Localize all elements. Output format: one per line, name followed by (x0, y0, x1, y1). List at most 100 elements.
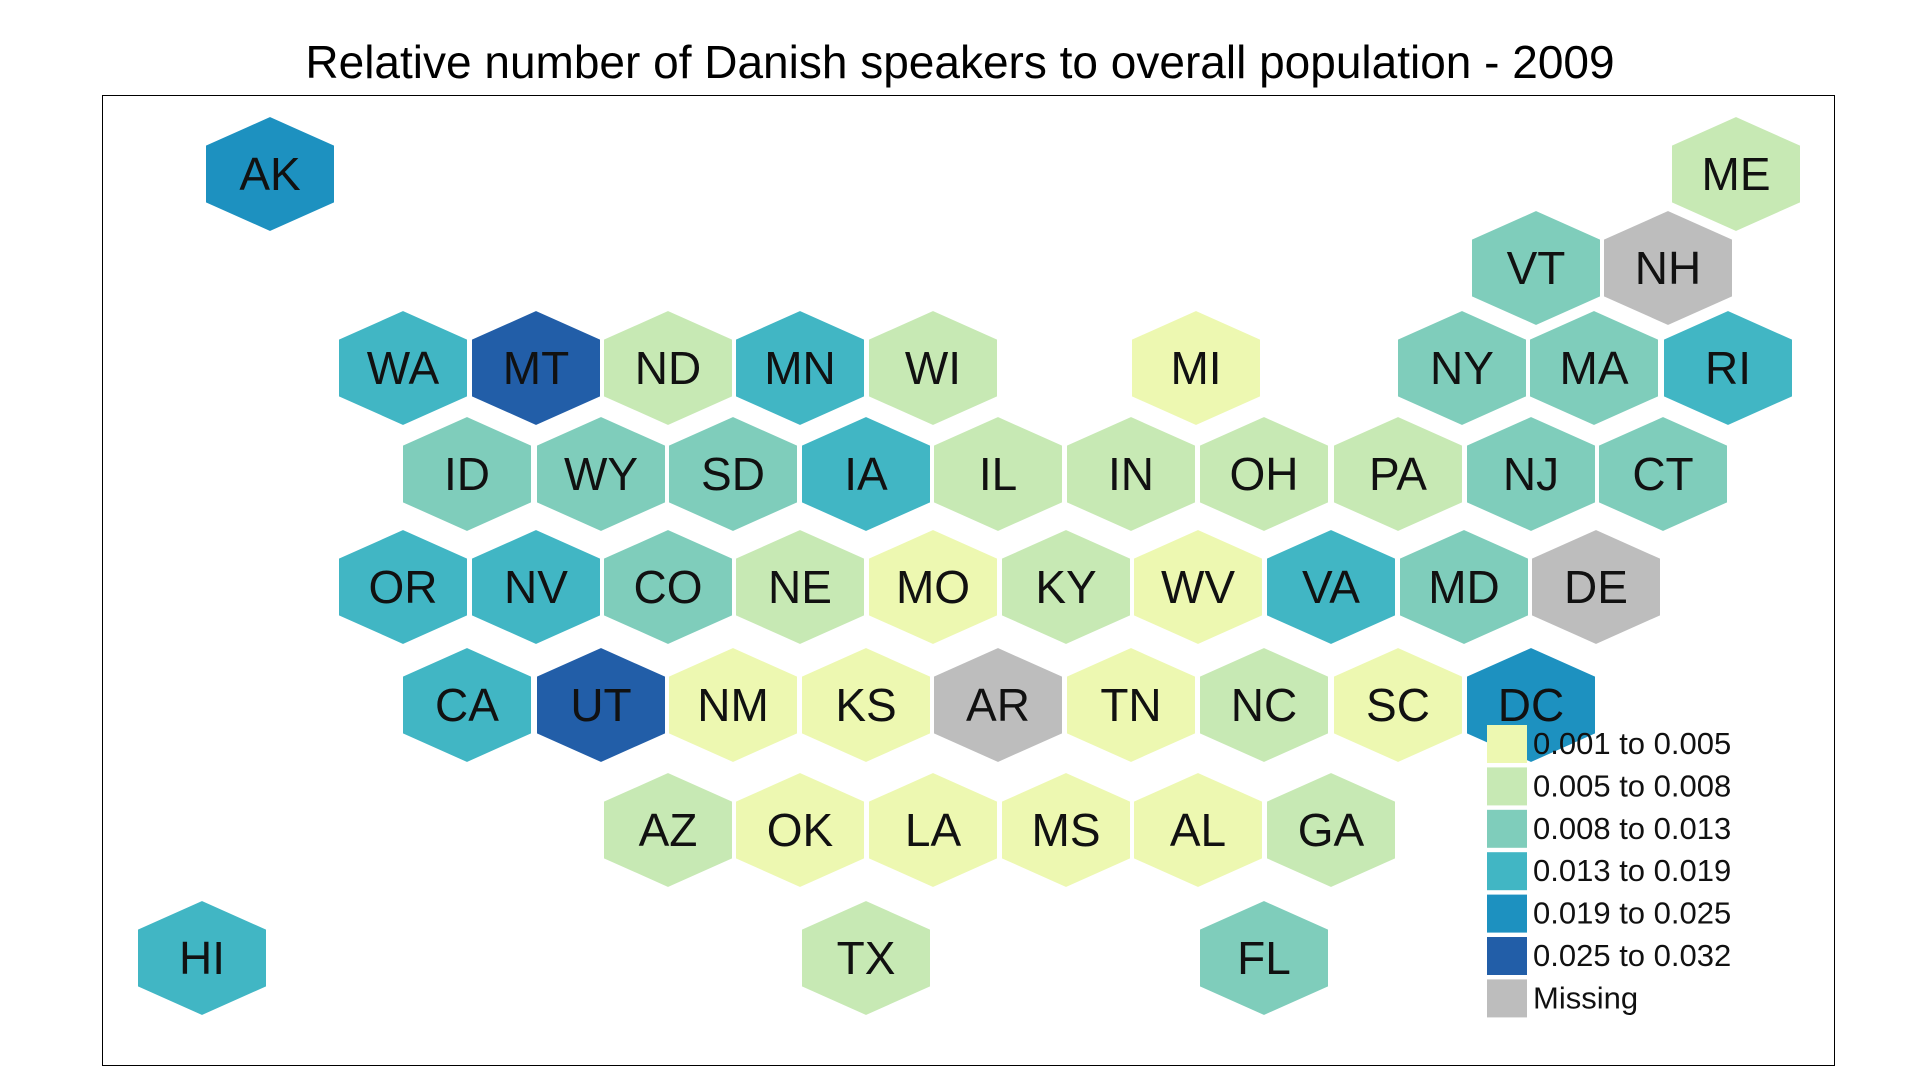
state-hex-tx: TX (800, 898, 932, 1018)
state-label-al: AL (1170, 804, 1226, 856)
legend-swatch (1487, 979, 1527, 1018)
legend-item: Missing (1487, 979, 1638, 1018)
state-hex-shape-il (932, 414, 1064, 534)
state-hex-shape-nc (1198, 645, 1330, 765)
state-hex-ar: AR (932, 645, 1064, 765)
state-hex-ga: GA (1265, 770, 1397, 890)
state-label-dc: DC (1498, 679, 1564, 731)
legend-label: 0.013 to 0.019 (1533, 853, 1731, 888)
state-label-ca: CA (435, 679, 499, 731)
state-hex-md: MD (1398, 527, 1530, 647)
state-hex-shape-oh (1198, 414, 1330, 534)
state-hex-shape-tn (1065, 645, 1197, 765)
legend-label: 0.019 to 0.025 (1533, 896, 1731, 931)
state-label-id: ID (444, 448, 490, 500)
state-hex-ks: KS (800, 645, 932, 765)
legend-item: 0.008 to 0.013 (1487, 809, 1731, 848)
state-label-ga: GA (1298, 804, 1365, 856)
state-label-nd: ND (635, 342, 701, 394)
legend-item: 0.005 to 0.008 (1487, 767, 1731, 806)
state-hex-shape-ct (1597, 414, 1729, 534)
state-label-oh: OH (1230, 448, 1299, 500)
state-hex-nd: ND (602, 308, 734, 428)
state-hex-shape-ne (734, 527, 866, 647)
state-label-ne: NE (768, 561, 832, 613)
legend-label: 0.025 to 0.032 (1533, 938, 1731, 973)
state-hex-shape-mo (867, 527, 999, 647)
state-label-ar: AR (966, 679, 1030, 731)
state-label-ak: AK (239, 148, 301, 200)
state-hex-ny: NY (1396, 308, 1528, 428)
state-hex-shape-id (401, 414, 533, 534)
state-hex-shape-al (1132, 770, 1264, 890)
state-hex-shape-hi (136, 898, 268, 1018)
state-label-nc: NC (1231, 679, 1297, 731)
state-hex-shape-or (337, 527, 469, 647)
state-hex-mt: MT (470, 308, 602, 428)
legend-item: 0.025 to 0.032 (1487, 937, 1731, 975)
state-label-sd: SD (701, 448, 765, 500)
state-hex-ut: UT (535, 645, 667, 765)
state-hex-shape-nd (602, 308, 734, 428)
state-hex-shape-ca (401, 645, 533, 765)
state-label-ia: IA (844, 448, 888, 500)
state-hex-ma: MA (1528, 308, 1660, 428)
state-hex-shape-mi (1130, 308, 1262, 428)
legend-swatch (1487, 894, 1527, 933)
state-hex-shape-de (1530, 527, 1662, 647)
state-label-fl: FL (1237, 932, 1291, 984)
state-label-ct: CT (1632, 448, 1693, 500)
state-hex-ky: KY (1000, 527, 1132, 647)
state-hex-de: DE (1530, 527, 1662, 647)
state-hex-shape-ok (734, 770, 866, 890)
state-hex-wa: WA (337, 308, 469, 428)
state-label-or: OR (369, 561, 438, 613)
legend-item: 0.013 to 0.019 (1487, 852, 1731, 891)
state-label-nv: NV (504, 561, 568, 613)
state-label-mo: MO (896, 561, 970, 613)
state-label-ks: KS (835, 679, 896, 731)
state-hex-shape-in (1065, 414, 1197, 534)
state-label-mi: MI (1170, 342, 1221, 394)
state-label-hi: HI (179, 932, 225, 984)
state-hex-oh: OH (1198, 414, 1330, 534)
state-hex-shape-ga (1265, 770, 1397, 890)
state-hex-shape-ar (932, 645, 1064, 765)
state-label-co: CO (634, 561, 703, 613)
state-label-wv: WV (1161, 561, 1235, 613)
state-hex-shape-nj (1465, 414, 1597, 534)
state-hex-shape-sd (667, 414, 799, 534)
state-hex-shape-ut (535, 645, 667, 765)
state-hex-shape-sc (1332, 645, 1464, 765)
state-hex-ct: CT (1597, 414, 1729, 534)
state-hex-shape-wa (337, 308, 469, 428)
map-panel (102, 95, 1835, 1066)
state-label-de: DE (1564, 561, 1628, 613)
state-hex-shape-ny (1396, 308, 1528, 428)
legend: 0.001 to 0.005 0.005 to 0.008 0.008 to 0.0… (1487, 725, 1731, 1018)
state-hex-ms: MS (1000, 770, 1132, 890)
state-label-ms: MS (1032, 804, 1101, 856)
state-hex-tn: TN (1065, 645, 1197, 765)
legend-swatch (1487, 767, 1527, 806)
state-hex-shape-wy (535, 414, 667, 534)
state-hex-shape-nm (667, 645, 799, 765)
state-hex-shape-nv (470, 527, 602, 647)
state-hex-il: IL (932, 414, 1064, 534)
state-hex-shape-ak (204, 114, 336, 234)
state-hex-hi: HI (136, 898, 268, 1018)
state-label-la: LA (905, 804, 962, 856)
state-label-nj: NJ (1503, 448, 1559, 500)
state-hex-ri: RI (1662, 308, 1794, 428)
state-hex-wy: WY (535, 414, 667, 534)
state-label-il: IL (979, 448, 1017, 500)
state-label-wi: WI (905, 342, 961, 394)
legend-label: 0.008 to 0.013 (1533, 811, 1731, 846)
state-hex-vt: VT (1470, 208, 1602, 328)
state-hex-shape-ma (1528, 308, 1660, 428)
state-hex-sc: SC (1332, 645, 1464, 765)
state-hex-shape-ks (800, 645, 932, 765)
state-hex-shape-mt (470, 308, 602, 428)
state-hex-nh: NH (1602, 208, 1734, 328)
